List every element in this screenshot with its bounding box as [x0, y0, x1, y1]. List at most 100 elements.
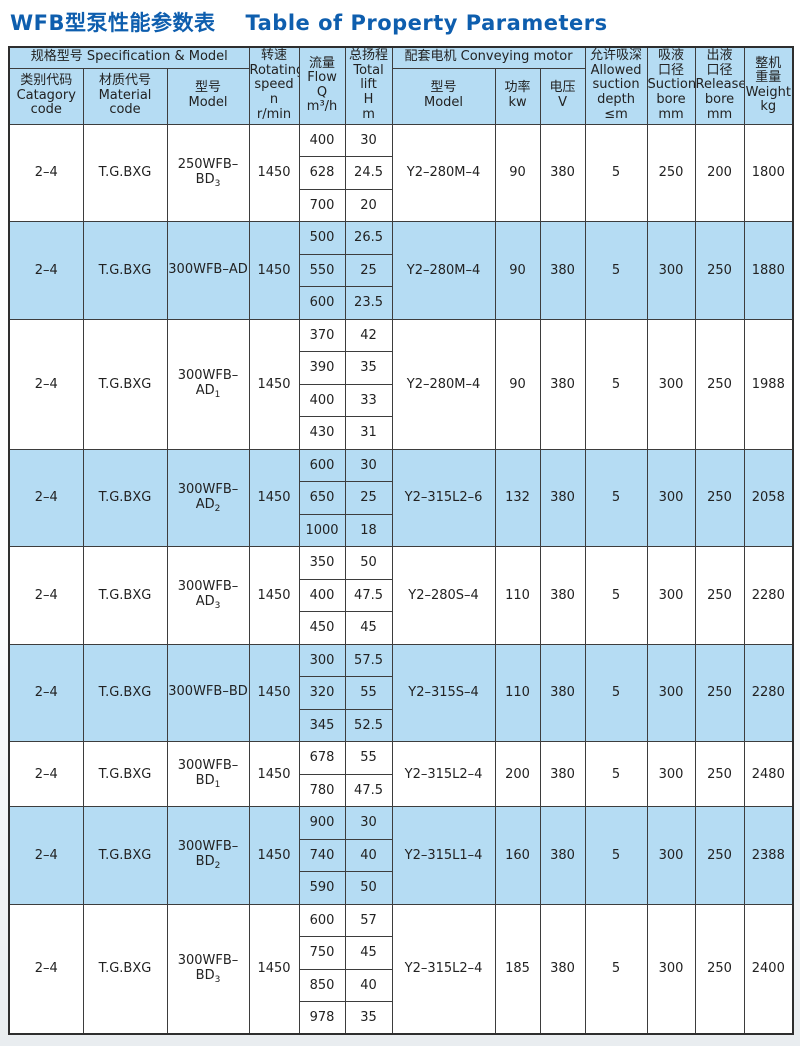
cell-lift: 20 [344, 188, 393, 222]
cell-lift: 42 [344, 318, 393, 352]
cell-lift: 57 [344, 903, 393, 937]
table-row: 590 50 [9, 871, 793, 905]
cell-lift: 30 [344, 123, 393, 157]
cell-model: 300WFB–BD [166, 643, 250, 742]
model-subscript: 1 [214, 390, 221, 400]
cell-flow: 650 [298, 481, 346, 515]
cell-motor-model: Y2–315L2–4 [391, 741, 496, 807]
cell-power: 185 [494, 903, 541, 1035]
cell-weight: 2280 [743, 643, 794, 742]
cell-weight: 2058 [743, 448, 794, 547]
col-header-material: 材质代号 Material code [82, 67, 168, 125]
cell-power: 90 [494, 318, 541, 450]
cell-suction-depth: 5 [584, 806, 648, 905]
cell-flow: 678 [298, 741, 346, 775]
cell-release-bore: 250 [694, 741, 745, 807]
table-body: 2–4 T.G.BXG 250WFB–BD3 1450 400 30 Y2–280M–4 90… [8, 123, 794, 1035]
cell-model: 300WFB–BD3 [166, 903, 250, 1035]
cell-voltage: 380 [539, 643, 586, 742]
cell-voltage: 380 [539, 903, 586, 1035]
cell-motor-model: Y2–315L1–4 [391, 806, 496, 905]
cell-category: 2–4 [8, 318, 84, 450]
col-group-motor: 配套电机 Conveying motor [391, 46, 586, 69]
cell-release-bore: 250 [694, 546, 745, 645]
cell-flow: 350 [298, 546, 346, 580]
cell-model: 300WFB–AD1 [166, 318, 250, 450]
cell-flow: 600 [298, 903, 346, 937]
col-header-weight: 整机 重量 Weight kg [743, 46, 794, 125]
cell-rotating-speed: 1450 [248, 806, 300, 905]
model-base: 300WFB–BD [168, 684, 248, 700]
cell-category: 2–4 [8, 546, 84, 645]
cell-category: 2–4 [8, 741, 84, 807]
table-row: 320 55 [9, 676, 793, 710]
header-group-row: 规格型号 Specification & Model 转速 Rotating s… [8, 46, 794, 125]
cell-flow: 400 [298, 123, 346, 157]
cell-flow: 600 [298, 448, 346, 482]
cell-lift: 55 [344, 676, 393, 710]
col-header-category: 类别代码 Catagory code [8, 67, 84, 125]
model-subscript: 2 [214, 861, 221, 872]
cell-lift: 47.5 [344, 773, 393, 807]
cell-lift: 31 [344, 416, 393, 450]
cell-material-code: T.G.BXG [82, 741, 168, 807]
cell-motor-model: Y2–315L2–4 [391, 903, 496, 1035]
cell-weight: 1988 [743, 318, 794, 450]
cell-suction-depth: 5 [584, 123, 648, 222]
cell-rotating-speed: 1450 [248, 221, 300, 320]
cell-rotating-speed: 1450 [248, 546, 300, 645]
cell-voltage: 380 [539, 741, 586, 807]
table-row: 978 35 [9, 1001, 793, 1035]
cell-flow: 300 [298, 643, 346, 677]
cell-power: 160 [494, 806, 541, 905]
table-header: 规格型号 Specification & Model 转速 Rotating s… [8, 46, 794, 125]
table-row: 750 45 [9, 936, 793, 970]
cell-material-code: T.G.BXG [82, 123, 168, 222]
cell-material-code: T.G.BXG [82, 448, 168, 547]
page-title-en: Table of Property Parameters [245, 11, 608, 35]
table-row: 780 47.5 [9, 773, 793, 807]
table-row: 2–4 T.G.BXG 300WFB–AD 1450 500 26.5 Y2–280M–4 9… [8, 221, 794, 320]
cell-flow: 740 [298, 838, 346, 872]
cell-release-bore: 200 [694, 123, 745, 222]
cell-flow: 320 [298, 676, 346, 710]
cell-lift: 57.5 [344, 643, 393, 677]
table-row: 450 45 [9, 611, 793, 645]
cell-flow: 750 [298, 936, 346, 970]
cell-weight: 2400 [743, 903, 794, 1035]
cell-flow: 370 [298, 318, 346, 352]
col-header-lift: 总扬程 Total lift H m [344, 46, 393, 125]
model-subscript: 3 [214, 974, 221, 985]
cell-flow: 850 [298, 968, 346, 1002]
model-base: 250WFB–BD [177, 156, 239, 187]
model-base: 300WFB–AD [177, 368, 239, 398]
cell-material-code: T.G.BXG [82, 643, 168, 742]
cell-rotating-speed: 1450 [248, 903, 300, 1035]
table-row: 345 52.5 [9, 708, 793, 742]
model-base: 300WFB–AD [177, 481, 239, 512]
cell-power: 90 [494, 123, 541, 222]
cell-suction-bore: 300 [646, 903, 696, 1035]
cell-suction-bore: 300 [646, 318, 696, 450]
table-row: 850 40 [9, 968, 793, 1002]
cell-flow: 550 [298, 253, 346, 287]
cell-suction-bore: 300 [646, 741, 696, 807]
table-row: 2–4 T.G.BXG 300WFB–BD1 1450 678 55 Y2–315L2–4 2… [8, 741, 794, 807]
cell-lift: 30 [344, 806, 393, 840]
model-subscript: 3 [214, 601, 221, 612]
cell-flow: 345 [298, 708, 346, 742]
cell-rotating-speed: 1450 [248, 123, 300, 222]
cell-rotating-speed: 1450 [248, 318, 300, 450]
table-row: 400 33 [9, 383, 793, 417]
cell-suction-bore: 300 [646, 806, 696, 905]
cell-voltage: 380 [539, 546, 586, 645]
cell-flow: 400 [298, 383, 346, 417]
cell-lift: 23.5 [344, 286, 393, 320]
cell-power: 110 [494, 643, 541, 742]
cell-category: 2–4 [8, 903, 84, 1035]
cell-flow: 430 [298, 416, 346, 450]
table-row: 400 47.5 [9, 578, 793, 612]
cell-motor-model: Y2–280S–4 [391, 546, 496, 645]
cell-release-bore: 250 [694, 903, 745, 1035]
cell-lift: 52.5 [344, 708, 393, 742]
